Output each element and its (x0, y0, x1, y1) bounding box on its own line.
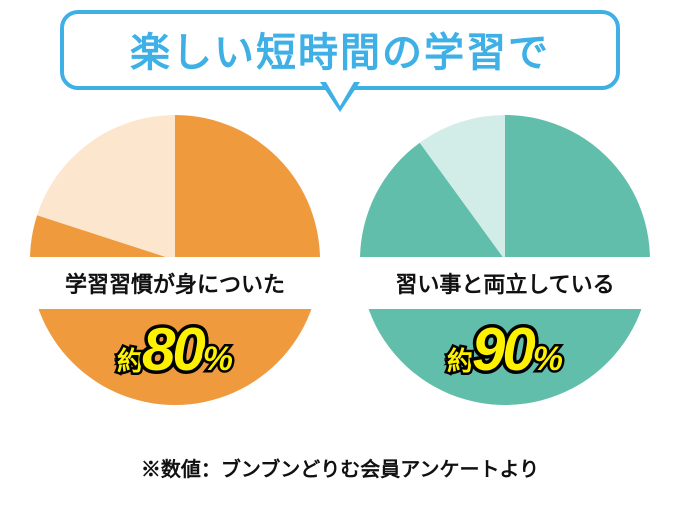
approx-prefix: 約 (117, 346, 142, 376)
percent-number: 80 (142, 316, 203, 383)
pie-label-strip: 習い事と両立している (360, 257, 650, 309)
pie-chart: 学習習慣が身についた約80% (30, 115, 320, 405)
pie-percentage: 約80% (30, 315, 320, 384)
approx-prefix: 約 (447, 346, 472, 376)
source-footnote: ※数値：ブンブンどりむ会員アンケートより (0, 453, 680, 482)
headline-banner: 楽しい短時間の学習で (60, 10, 620, 90)
pie-label-strip: 学習習慣が身についた (30, 257, 320, 309)
percent-number: 90 (472, 316, 533, 383)
percent-symbol: % (203, 340, 233, 378)
pie-charts-row: 学習習慣が身についた約80%習い事と両立している約90% (0, 115, 680, 455)
pie-percentage: 約90% (360, 315, 650, 384)
pie-chart: 習い事と両立している約90% (360, 115, 650, 405)
headline-banner-box: 楽しい短時間の学習で (60, 10, 620, 90)
headline-text: 楽しい短時間の学習で (130, 31, 550, 75)
speech-pointer-icon (320, 82, 360, 112)
pie-label-text: 習い事と両立している (395, 267, 614, 299)
pie-label-text: 学習習慣が身についた (65, 267, 285, 299)
percent-symbol: % (533, 340, 563, 378)
